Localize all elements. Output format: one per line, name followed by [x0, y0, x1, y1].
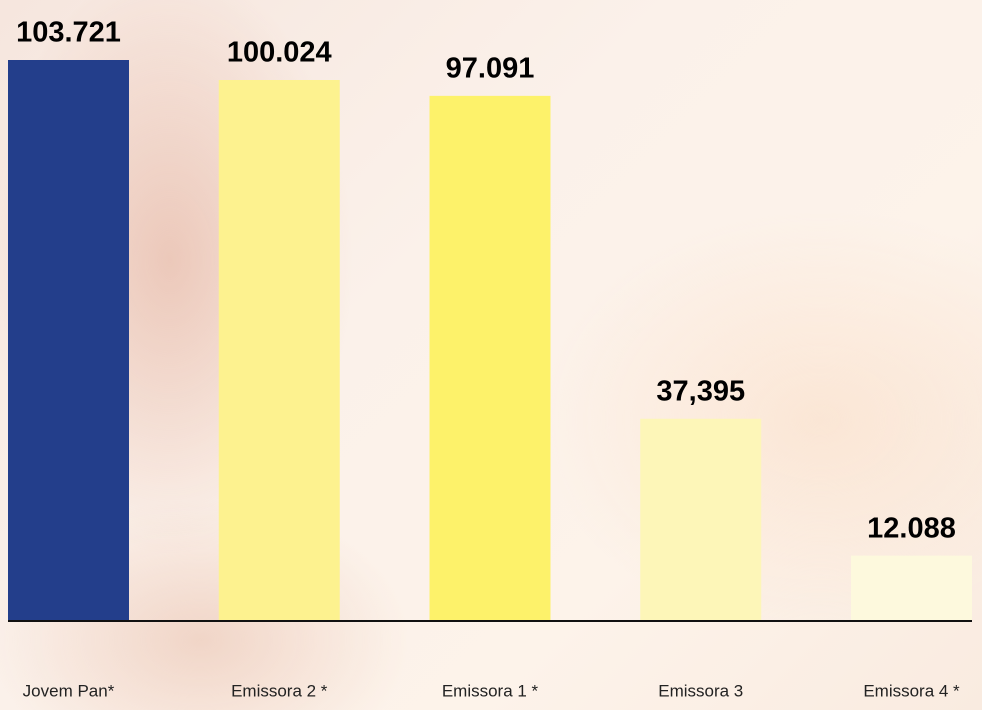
value-label: 37,395: [656, 375, 745, 407]
value-label: 12.088: [867, 512, 956, 544]
value-label: 100.024: [227, 37, 332, 69]
x-tick-label: Emissora 3: [658, 681, 743, 700]
bar: [429, 95, 551, 621]
x-tick-label: Emissora 1 *: [442, 681, 539, 700]
x-tick-label: Emissora 4 *: [863, 681, 960, 700]
x-tick-label: Emissora 2 *: [231, 681, 328, 700]
bar: [8, 60, 129, 621]
value-label: 103.721: [16, 17, 121, 49]
value-label: 97.091: [446, 53, 535, 85]
x-tick-label: Jovem Pan*: [23, 681, 115, 700]
bar: [851, 555, 972, 621]
bar: [218, 79, 340, 622]
bar: [640, 418, 762, 621]
